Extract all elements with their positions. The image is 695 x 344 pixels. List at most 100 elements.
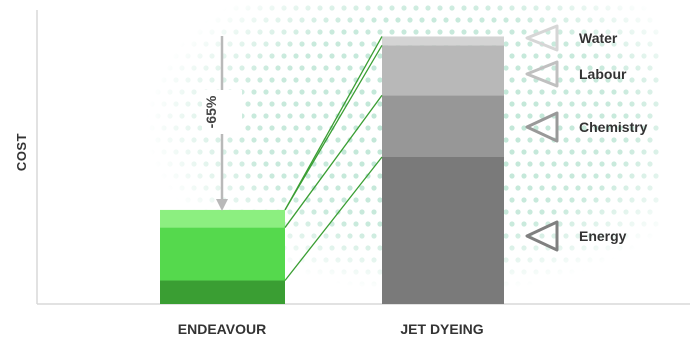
background-dot xyxy=(647,17,653,23)
background-dot xyxy=(161,101,167,107)
background-dot xyxy=(179,17,185,23)
background-dot xyxy=(383,17,389,23)
background-dot xyxy=(359,89,365,95)
background-dot xyxy=(647,113,653,119)
background-dot xyxy=(209,197,215,203)
background-dot xyxy=(215,41,221,47)
background-dot xyxy=(281,53,287,59)
background-dot xyxy=(365,5,371,11)
background-dot xyxy=(359,17,365,23)
background-dot xyxy=(611,185,617,191)
background-dot xyxy=(227,185,233,191)
background-dot xyxy=(299,281,305,287)
background-dot xyxy=(533,5,539,11)
background-dot xyxy=(209,149,215,155)
background-dot xyxy=(299,113,305,119)
background-dot xyxy=(293,221,299,227)
background-dot xyxy=(587,161,593,167)
background-dot xyxy=(599,89,605,95)
background-dot xyxy=(509,245,515,251)
background-dot xyxy=(461,29,467,35)
background-dot xyxy=(629,221,635,227)
background-dot xyxy=(257,5,263,11)
background-dot xyxy=(581,197,587,203)
background-dot xyxy=(635,281,641,287)
background-dot xyxy=(599,233,605,239)
background-dot xyxy=(281,149,287,155)
background-dot xyxy=(539,89,545,95)
background-dot xyxy=(215,185,221,191)
background-dot xyxy=(311,65,317,71)
background-dot xyxy=(365,77,371,83)
background-dot xyxy=(329,293,335,299)
background-dot xyxy=(317,245,323,251)
background-dot xyxy=(521,269,527,275)
background-dot xyxy=(599,209,605,215)
background-dot xyxy=(587,137,593,143)
background-dot xyxy=(557,221,563,227)
background-dot xyxy=(593,293,599,299)
background-dot xyxy=(311,17,317,23)
connector-total xyxy=(284,36,383,211)
background-dot xyxy=(593,125,599,131)
background-dot xyxy=(641,5,647,11)
background-dot xyxy=(275,185,281,191)
background-dot xyxy=(539,17,545,23)
connector-energy xyxy=(284,156,383,281)
background-dot xyxy=(491,17,497,23)
background-dot xyxy=(359,281,365,287)
background-dot xyxy=(191,17,197,23)
background-dot xyxy=(347,185,353,191)
legend-label-water: Water xyxy=(579,30,618,46)
background-dot xyxy=(269,53,275,59)
background-dot xyxy=(569,293,575,299)
background-dot xyxy=(503,113,509,119)
background-dot xyxy=(545,293,551,299)
background-dot xyxy=(575,185,581,191)
background-dot xyxy=(203,17,209,23)
background-dot xyxy=(359,185,365,191)
background-dot xyxy=(305,77,311,83)
background-dot xyxy=(653,101,659,107)
background-dot xyxy=(149,197,155,203)
background-dot xyxy=(281,125,287,131)
background-dot xyxy=(299,161,305,167)
background-dot xyxy=(299,89,305,95)
background-dot xyxy=(323,113,329,119)
background-dot xyxy=(311,281,317,287)
background-dot xyxy=(137,293,143,299)
background-dot xyxy=(377,173,383,179)
background-dot xyxy=(269,29,275,35)
background-dot xyxy=(323,17,329,23)
background-dot xyxy=(143,233,149,239)
background-dot xyxy=(251,17,257,23)
background-dot xyxy=(227,161,233,167)
background-dot xyxy=(611,161,617,167)
background-dot xyxy=(347,65,353,71)
background-dot xyxy=(527,113,533,119)
background-dot xyxy=(539,113,545,119)
background-dot xyxy=(143,113,149,119)
background-dot xyxy=(197,53,203,59)
background-dot xyxy=(329,101,335,107)
background-dot xyxy=(545,125,551,131)
background-dot xyxy=(341,221,347,227)
background-dot xyxy=(581,101,587,107)
background-dot xyxy=(353,101,359,107)
background-dot xyxy=(569,173,575,179)
background-dot xyxy=(653,293,659,299)
background-dot xyxy=(353,197,359,203)
background-dot xyxy=(329,197,335,203)
background-dot xyxy=(509,221,515,227)
background-dot xyxy=(449,5,455,11)
background-dot xyxy=(311,233,317,239)
background-dot xyxy=(605,149,611,155)
background-dot xyxy=(419,17,425,23)
background-dot xyxy=(143,161,149,167)
background-dot xyxy=(503,17,509,23)
background-dot xyxy=(527,161,533,167)
background-dot xyxy=(521,53,527,59)
background-dot xyxy=(287,89,293,95)
background-dot xyxy=(155,137,161,143)
background-dot xyxy=(197,173,203,179)
